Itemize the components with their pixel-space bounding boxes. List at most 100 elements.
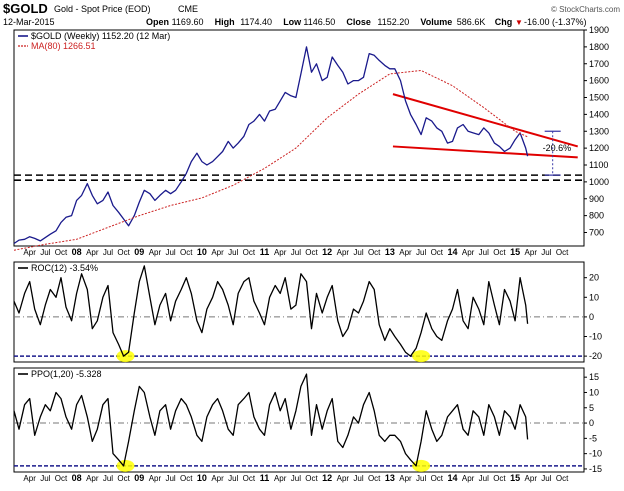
x-month-label: Jul [541, 248, 551, 257]
x-month-label: Apr [337, 474, 350, 483]
measure-label: -20.6% [543, 143, 572, 153]
x-year-label: 12 [322, 247, 332, 257]
x-month-label: Jul [40, 474, 50, 483]
legend-label: MA(80) 1266.51 [31, 41, 96, 51]
x-year-label: 08 [72, 247, 82, 257]
y-tick-label: 15 [589, 372, 599, 382]
x-year-label: 13 [385, 247, 395, 257]
x-month-label: Oct [431, 474, 444, 483]
y-tick-label: 700 [589, 228, 604, 238]
series-line-indicator [13, 373, 529, 467]
y-tick-label: -10 [589, 332, 602, 342]
x-year-label: 14 [447, 247, 457, 257]
x-month-label: Jul [165, 248, 175, 257]
x-month-label: Jul [291, 474, 301, 483]
x-year-label: 09 [134, 247, 144, 257]
stat-label: Volume [420, 17, 452, 27]
y-tick-label: 1800 [589, 42, 609, 52]
x-month-label: Jul [103, 248, 113, 257]
x-year-label: 15 [510, 247, 520, 257]
series-line-ma [13, 70, 528, 251]
y-tick-label: 10 [589, 292, 599, 302]
x-year-label: 11 [260, 473, 270, 483]
x-month-label: Oct [180, 248, 193, 257]
stat-value: 586.6K [457, 17, 486, 27]
bottom-highlight [116, 350, 135, 363]
series-line-indicator [13, 265, 529, 357]
x-month-label: Apr [211, 248, 224, 257]
x-month-label: Apr [274, 248, 287, 257]
y-tick-label: -15 [589, 464, 602, 474]
panel-frame [13, 261, 585, 363]
x-month-label: Jul [291, 248, 301, 257]
x-month-label: Oct [117, 248, 130, 257]
x-month-label: Apr [23, 248, 36, 257]
chart-header: $GOLD Gold - Spot Price (EOD) CME © Stoc… [3, 1, 620, 27]
bottom-highlight [412, 459, 431, 472]
date-label: 12-Mar-2015 [3, 17, 55, 27]
x-month-label: Apr [86, 248, 99, 257]
panel-price: 700 800 900 1000 1100 1200 1300 1400 1500 1600 170… [13, 25, 609, 257]
x-month-label: Apr [462, 474, 475, 483]
series-line-price [13, 46, 529, 245]
y-tick-label: 1600 [589, 76, 609, 86]
y-tick-label: 1900 [589, 25, 609, 35]
x-month-label: Apr [23, 474, 36, 483]
x-month-label: Oct [243, 474, 256, 483]
x-year-label: 08 [72, 473, 82, 483]
x-month-label: Jul [541, 474, 551, 483]
y-tick-label: 1300 [589, 126, 609, 136]
y-tick-label: 1700 [589, 59, 609, 69]
legend-label: ROC(12) -3.54% [31, 263, 98, 273]
x-month-label: Oct [556, 474, 569, 483]
stat-value: 1152.20 [377, 17, 409, 27]
symbol-label: $GOLD [3, 1, 48, 16]
x-year-label: 11 [260, 247, 270, 257]
x-year-label: 12 [322, 473, 332, 483]
x-month-label: Jul [228, 248, 238, 257]
y-tick-label: 800 [589, 211, 604, 221]
x-month-label: Apr [525, 248, 538, 257]
x-month-label: Jul [416, 248, 426, 257]
stat-label: Close [346, 17, 371, 27]
stat-value: -16.00 (-1.37%) [524, 17, 587, 27]
x-axis: Apr Jul Oct 08 Apr Jul Oct 09 Apr Jul Oct 10 Apr Jul O… [23, 473, 569, 483]
x-month-label: Oct [493, 248, 506, 257]
x-year-label: 14 [447, 473, 457, 483]
stat-value: 1174.40 [240, 17, 272, 27]
stat-value: 1146.50 [303, 17, 335, 27]
x-month-label: Oct [180, 474, 193, 483]
x-month-label: Oct [305, 474, 318, 483]
channel-line [392, 145, 578, 159]
legend-label: $GOLD (Weekly) 1152.20 (12 Mar) [31, 31, 170, 41]
stat-label: Chg [495, 17, 513, 27]
bottom-highlight [116, 459, 135, 472]
x-month-label: Apr [399, 248, 412, 257]
x-month-label: Jul [479, 474, 489, 483]
y-tick-label: 1100 [589, 160, 608, 170]
panel-roc: -20 -10 0 10 20 ROC(12) -3.54% [13, 261, 602, 363]
x-year-label: 10 [197, 247, 207, 257]
x-month-label: Jul [228, 474, 238, 483]
x-month-label: Apr [399, 474, 412, 483]
y-tick-label: 900 [589, 194, 604, 204]
x-month-label: Oct [305, 248, 318, 257]
x-month-label: Oct [55, 248, 68, 257]
x-month-label: Oct [368, 474, 381, 483]
source-label: © StockCharts.com [551, 5, 620, 14]
x-year-label: 10 [197, 473, 207, 483]
price-stats: Open 1169.60 High 1174.40 Low 1146.50 Close 115… [146, 17, 587, 27]
stat-label: Low [283, 17, 302, 27]
x-year-label: 09 [134, 473, 144, 483]
x-month-label: Jul [103, 474, 113, 483]
y-tick-label: 0 [589, 312, 594, 322]
x-month-label: Oct [556, 248, 569, 257]
y-tick-label: 5 [589, 403, 594, 413]
y-tick-label: 0 [589, 418, 594, 428]
x-year-label: 15 [510, 473, 520, 483]
x-month-label: Apr [462, 248, 475, 257]
chart-panels: 7008009001000110012001300140015001600170… [13, 25, 609, 483]
y-tick-label: 1500 [589, 93, 609, 103]
